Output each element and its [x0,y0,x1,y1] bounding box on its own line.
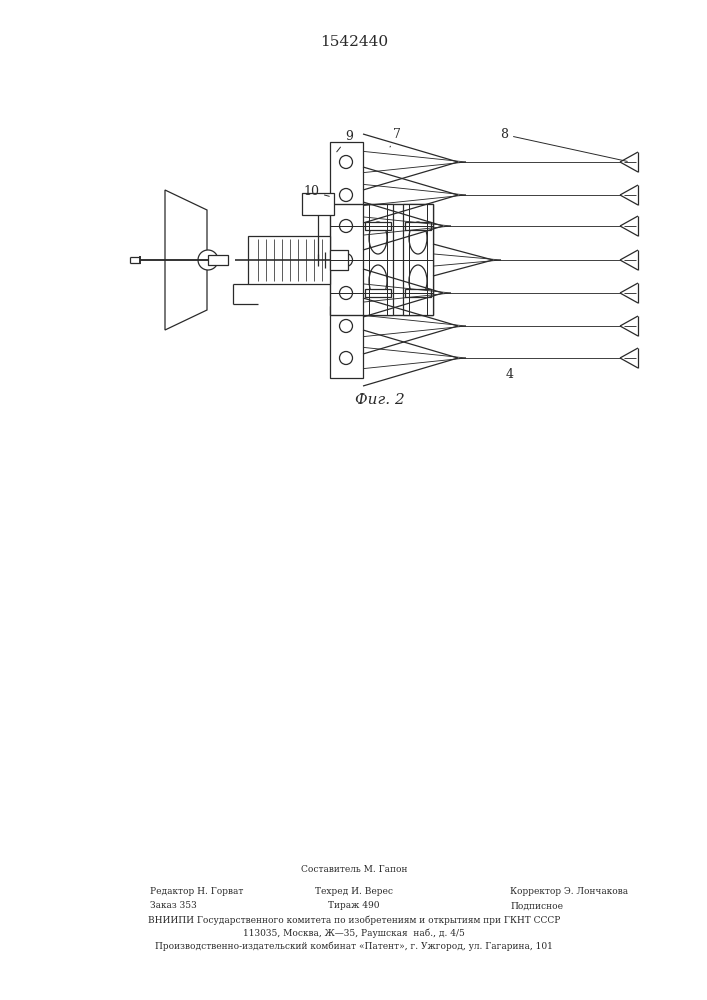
Bar [365,222,391,230]
Bar [208,255,228,265]
Bar [403,204,433,315]
Text: Подписное: Подписное [510,902,563,910]
Text: 1542440: 1542440 [320,35,388,49]
Bar [248,236,330,284]
Circle shape [339,220,353,232]
Bar [302,193,334,215]
Text: 9: 9 [337,130,353,152]
Bar [330,250,348,270]
Bar [365,289,391,297]
Text: Фиг. 2: Фиг. 2 [355,393,405,407]
Text: 10: 10 [303,185,329,198]
Circle shape [339,155,353,168]
Text: Производственно-издательский комбинат «Патент», г. Ужгород, ул. Гагарина, 101: Производственно-издательский комбинат «П… [155,941,553,951]
Circle shape [339,253,353,266]
Bar [330,142,363,215]
Bar [363,204,393,315]
Text: ВНИИПИ Государственного комитета по изобретениям и открытиям при ГКНТ СССР: ВНИИПИ Государственного комитета по изоб… [148,915,560,925]
Bar [405,222,431,230]
Text: 4: 4 [506,368,514,381]
Polygon shape [165,190,207,330]
Bar [330,306,363,378]
Text: Корректор Э. Лончакова: Корректор Э. Лончакова [510,888,628,896]
Bar [405,289,431,297]
Text: Редактор Н. Горват: Редактор Н. Горват [150,888,243,896]
Text: Составитель М. Гапон: Составитель М. Гапон [300,865,407,874]
Circle shape [339,320,353,332]
Text: Тираж 490: Тираж 490 [328,902,380,910]
Ellipse shape [369,265,387,297]
Text: 113035, Москва, Ж—35, Раушская  наб., д. 4/5: 113035, Москва, Ж—35, Раушская наб., д. … [243,928,465,938]
Text: 8: 8 [500,128,627,161]
Text: Техред И. Верес: Техред И. Верес [315,888,393,896]
Circle shape [198,250,218,270]
Circle shape [339,188,353,202]
Ellipse shape [369,222,387,254]
Text: 7: 7 [390,128,401,147]
Ellipse shape [409,265,427,297]
Bar [330,204,433,315]
Ellipse shape [409,222,427,254]
Circle shape [339,352,353,364]
Text: Заказ 353: Заказ 353 [150,902,197,910]
Circle shape [339,286,353,300]
